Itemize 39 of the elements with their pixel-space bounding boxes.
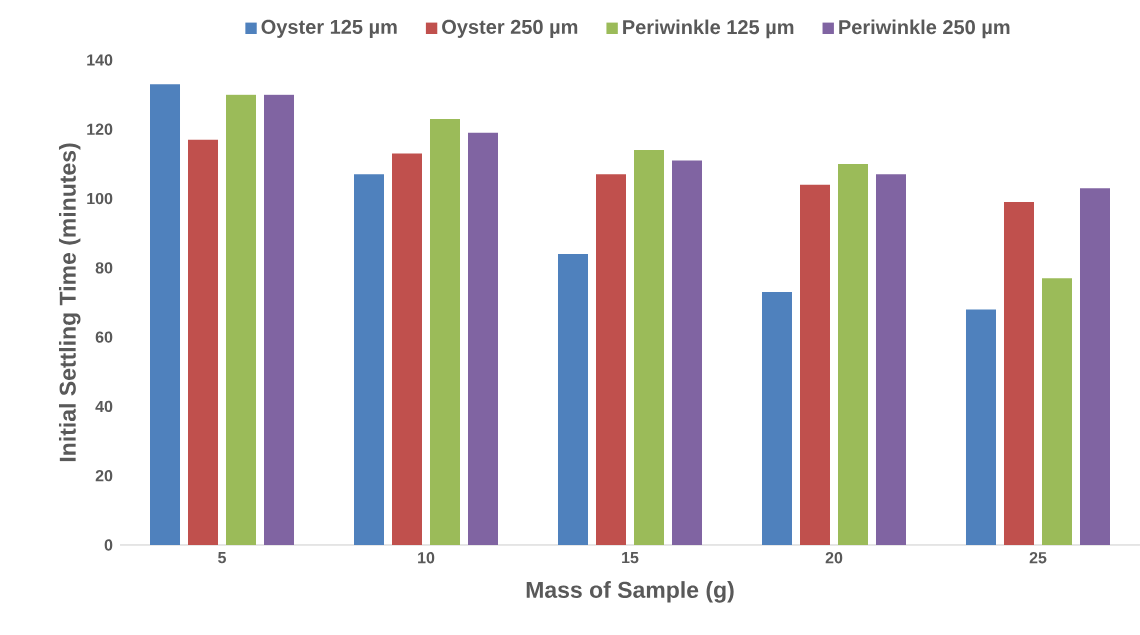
y-tick-label: 100 xyxy=(87,192,113,205)
y-tick-label: 120 xyxy=(87,123,113,135)
x-tick-label: 10 xyxy=(418,552,435,564)
x-tick-label: 20 xyxy=(825,552,843,564)
bar xyxy=(1080,188,1110,545)
bar xyxy=(430,118,460,545)
bar xyxy=(150,84,181,545)
x-tick-label: 25 xyxy=(1029,552,1047,564)
legend-label: Periwinkle 250 µm xyxy=(839,19,1010,39)
bar xyxy=(762,292,792,545)
x-tick-label: 5 xyxy=(218,552,226,564)
y-tick-label: 80 xyxy=(95,262,113,274)
bar xyxy=(672,160,702,545)
bar xyxy=(634,150,664,545)
legend-label: Oyster 250 µm xyxy=(442,19,578,38)
bar xyxy=(558,253,588,545)
x-axis-title: Mass of Sample (g) xyxy=(526,581,734,603)
bar xyxy=(876,174,906,545)
y-tick-label: 20 xyxy=(95,470,113,482)
y-tick-label: 140 xyxy=(87,54,113,66)
y-tick-label: 40 xyxy=(95,400,113,413)
bar xyxy=(1042,278,1072,545)
x-tick-label: 15 xyxy=(622,552,639,564)
bar xyxy=(596,174,626,545)
legend-label: Oyster 125 µm xyxy=(261,19,397,38)
y-axis-title: Initial Settling Time (minutes) xyxy=(58,143,81,462)
y-tick-label: 60 xyxy=(95,331,113,343)
bar xyxy=(264,94,295,545)
bar xyxy=(966,309,996,545)
bar xyxy=(188,139,219,545)
bar xyxy=(838,163,868,545)
bar xyxy=(800,184,830,545)
bar xyxy=(468,132,498,545)
y-tick-label: 0 xyxy=(104,539,113,551)
bar xyxy=(1004,202,1034,545)
legend-label: Periwinkle 125 µm xyxy=(623,19,794,39)
bar xyxy=(354,174,384,545)
bar xyxy=(226,94,257,545)
bar xyxy=(392,153,422,545)
